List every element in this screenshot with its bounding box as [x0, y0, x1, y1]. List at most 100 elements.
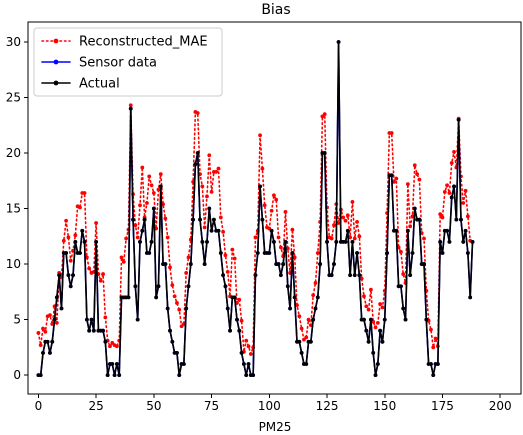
- data-point-actual: [175, 351, 179, 355]
- data-point-reconstructed-mae: [119, 255, 124, 260]
- data-point-reconstructed-mae: [304, 335, 309, 340]
- data-point-actual: [133, 284, 138, 289]
- data-point-reconstructed-mae: [103, 315, 108, 320]
- data-point-actual: [138, 239, 142, 244]
- data-point-actual: [52, 317, 57, 322]
- data-point-reconstructed-mae: [98, 278, 103, 283]
- data-point-reconstructed-mae: [147, 174, 152, 179]
- data-point-reconstructed-mae: [315, 251, 320, 255]
- data-point-actual: [89, 317, 94, 322]
- data-point-reconstructed-mae: [415, 172, 419, 177]
- data-point-actual: [371, 351, 376, 355]
- data-point-actual: [334, 239, 339, 244]
- data-point-reconstructed-mae: [442, 190, 447, 194]
- data-point-actual: [105, 373, 110, 378]
- data-point-reconstructed-mae: [369, 287, 373, 292]
- data-point-actual: [211, 217, 216, 222]
- data-point-reconstructed-mae: [311, 293, 316, 298]
- data-point-actual: [239, 351, 244, 355]
- data-point-actual: [87, 328, 92, 333]
- data-point-reconstructed-mae: [313, 281, 318, 285]
- data-point-actual: [255, 251, 260, 255]
- data-point-actual: [362, 317, 366, 322]
- data-point-actual: [50, 339, 55, 344]
- data-point-reconstructed-mae: [108, 344, 112, 349]
- data-point-actual: [412, 206, 417, 211]
- data-point-actual: [228, 328, 232, 333]
- data-point-reconstructed-mae: [352, 236, 357, 241]
- data-point-reconstructed-mae: [306, 317, 311, 322]
- data-point-actual: [71, 273, 75, 278]
- data-point-actual: [408, 273, 413, 278]
- data-point-reconstructed-mae: [135, 235, 140, 240]
- data-point-actual: [244, 373, 249, 378]
- data-point-reconstructed-mae: [149, 183, 154, 188]
- data-point-reconstructed-mae: [355, 219, 359, 224]
- data-point-reconstructed-mae: [214, 170, 219, 174]
- x-tick-label: 125: [316, 399, 339, 413]
- data-point-actual: [140, 228, 145, 233]
- data-point-actual: [193, 162, 198, 167]
- data-point-reconstructed-mae: [373, 325, 378, 330]
- data-point-actual: [235, 317, 239, 322]
- y-tick-label: 20: [6, 146, 21, 160]
- data-point-reconstructed-mae: [195, 111, 200, 115]
- data-point-actual: [126, 295, 131, 300]
- data-point-actual: [147, 251, 152, 255]
- data-point-actual: [117, 373, 122, 378]
- data-point-actual: [45, 339, 50, 344]
- data-point-actual: [325, 239, 329, 244]
- data-point-actual: [463, 228, 468, 233]
- data-point-actual: [54, 295, 59, 300]
- data-point-actual: [465, 251, 470, 255]
- data-point-actual: [345, 228, 350, 233]
- data-point-actual: [290, 251, 295, 255]
- data-point-reconstructed-mae: [177, 307, 182, 312]
- data-point-actual: [225, 306, 230, 311]
- data-point-reconstructed-mae: [290, 227, 295, 232]
- data-point-actual: [459, 217, 463, 222]
- data-point-actual: [112, 373, 117, 378]
- data-point-actual: [276, 262, 281, 266]
- data-point-actual: [38, 373, 43, 378]
- data-point-actual: [304, 362, 309, 366]
- data-point-actual: [251, 373, 256, 378]
- data-point-actual: [195, 151, 200, 155]
- data-point-actual: [385, 251, 389, 255]
- data-point-actual: [149, 239, 154, 244]
- data-point-actual: [163, 262, 168, 266]
- data-point-actual: [131, 217, 135, 222]
- data-point-reconstructed-mae: [276, 235, 281, 240]
- legend-frame: [33, 27, 223, 97]
- data-point-actual: [357, 273, 362, 278]
- data-point-actual: [311, 317, 316, 322]
- data-point-actual: [468, 295, 473, 300]
- data-point-actual: [355, 251, 359, 255]
- data-point-reconstructed-mae: [438, 212, 443, 217]
- data-point-actual: [366, 339, 371, 344]
- data-point-reconstructed-mae: [258, 133, 262, 138]
- y-axis-ticks: 0 5 10 15 20 25 30: [6, 35, 28, 382]
- data-point-reconstructed-mae: [43, 329, 48, 334]
- data-point-actual: [200, 239, 205, 244]
- data-point-actual: [73, 239, 78, 244]
- data-point-actual: [209, 228, 214, 233]
- data-point-actual: [343, 239, 348, 244]
- legend-marker-sensor-data: [53, 59, 59, 65]
- data-point-reconstructed-mae: [163, 216, 168, 221]
- chart-title: Bias: [261, 2, 290, 18]
- data-point-reconstructed-mae: [168, 265, 172, 270]
- data-point-reconstructed-mae: [68, 258, 73, 263]
- y-tick-label: 30: [6, 35, 21, 49]
- data-point-reconstructed-mae: [375, 321, 380, 325]
- data-point-reconstructed-mae: [54, 321, 59, 325]
- data-point-actual: [405, 228, 410, 233]
- data-point-reconstructed-mae: [172, 294, 177, 299]
- data-point-actual: [232, 295, 237, 300]
- data-point-actual: [336, 40, 341, 44]
- data-point-actual: [66, 273, 71, 278]
- data-point-reconstructed-mae: [209, 190, 214, 194]
- data-point-reconstructed-mae: [362, 294, 366, 299]
- data-point-actual: [470, 239, 475, 244]
- data-point-reconstructed-mae: [357, 234, 362, 239]
